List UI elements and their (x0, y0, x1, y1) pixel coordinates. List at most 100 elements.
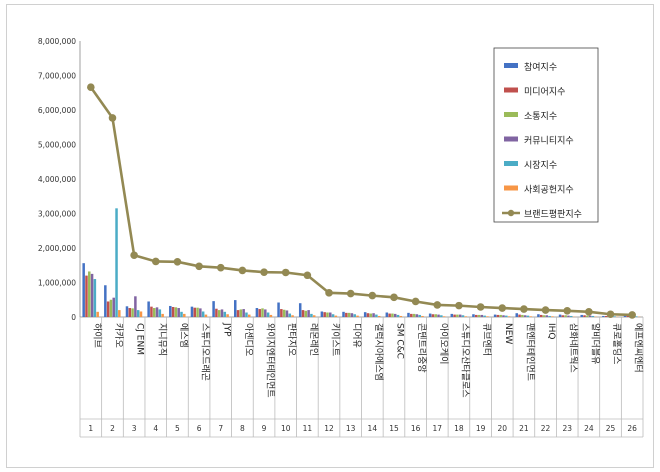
bar (626, 315, 630, 317)
bar (515, 313, 519, 317)
category-label: 아센디오 (243, 323, 254, 356)
bar (507, 316, 511, 317)
y-tick-label: 6,000,000 (38, 106, 76, 115)
category-label: 레몬레인 (308, 323, 319, 356)
bar (304, 310, 308, 317)
bar (199, 308, 202, 317)
brand-index-point (151, 257, 160, 266)
rank-label: 21 (519, 424, 529, 433)
y-tick-label: 2,000,000 (38, 244, 76, 253)
brand-index-point (411, 297, 420, 306)
brand-index-point (216, 263, 225, 272)
bar (285, 310, 289, 317)
bar (115, 208, 118, 317)
brand-index-point (455, 301, 463, 310)
bar (464, 316, 468, 317)
rank-label: 11 (303, 424, 313, 433)
bar (518, 314, 521, 317)
bar (558, 314, 562, 317)
brand-index-point (281, 268, 290, 277)
bar (134, 296, 137, 317)
category-label: 키이스트 (330, 323, 341, 356)
bar (499, 314, 502, 317)
bar (363, 312, 367, 317)
bar (586, 315, 589, 317)
brand-index-point (585, 308, 593, 316)
bar (548, 315, 551, 317)
bar (85, 275, 88, 317)
bar (245, 312, 248, 317)
rank-label: 13 (346, 424, 356, 433)
bar (223, 311, 227, 317)
bar (350, 313, 354, 317)
brand-index-point (108, 114, 117, 122)
bar (353, 314, 356, 317)
bar (196, 307, 199, 317)
bar (334, 315, 338, 317)
y-tick-label: 8,000,000 (38, 37, 76, 46)
rank-label: 24 (584, 424, 594, 433)
bar (385, 312, 389, 317)
rank-label: 22 (541, 424, 551, 433)
bar (266, 312, 270, 317)
bar (377, 315, 381, 317)
y-tick-label: 5,000,000 (38, 141, 76, 150)
category-label: 아이오케이 (438, 323, 449, 364)
brand-index-point (563, 306, 572, 315)
bar (326, 312, 329, 317)
legend-swatch (504, 136, 518, 142)
legend-box (493, 47, 599, 223)
bar (486, 316, 489, 317)
bar (180, 311, 183, 317)
bar (456, 314, 459, 317)
rank-label: 10 (281, 424, 291, 433)
bar (545, 315, 549, 317)
bar (158, 309, 162, 317)
category-label: 와이지엔터테인먼트 (265, 323, 277, 398)
rank-label: 2 (110, 424, 115, 433)
rank-label: 16 (411, 424, 421, 433)
category-label: 알비더블유 (589, 323, 600, 364)
category-label: 콘텐트리중앙 (416, 323, 428, 373)
bar (458, 314, 462, 317)
rank-label: 17 (433, 424, 443, 433)
bar (183, 313, 186, 317)
bar (312, 315, 316, 317)
brand-index-point (606, 310, 615, 319)
rank-label: 3 (132, 424, 137, 433)
brand-index-point (325, 289, 333, 297)
bar (539, 314, 543, 317)
brand-index-point (368, 291, 377, 300)
legend-swatch (504, 87, 518, 93)
bar (580, 314, 583, 317)
bar (307, 310, 310, 317)
bar (174, 307, 178, 317)
bar (248, 314, 251, 317)
legend-swatch (504, 185, 518, 191)
bar (588, 315, 592, 317)
bar (604, 315, 608, 317)
y-tick-label: 4,000,000 (38, 175, 76, 184)
category-label: 카카오 (113, 323, 124, 348)
bar (412, 313, 416, 317)
legend-label: 브랜드평판지수 (524, 209, 582, 220)
y-tick-label: 1,000,000 (38, 279, 76, 288)
rank-label: 23 (562, 424, 572, 433)
bar (264, 309, 267, 317)
bar (477, 314, 481, 317)
bar (96, 311, 99, 317)
rank-label: 5 (175, 424, 180, 433)
bar (234, 300, 237, 317)
bar (613, 316, 616, 317)
bar (128, 308, 132, 317)
bar (410, 313, 413, 317)
bar (450, 313, 454, 317)
rank-label: 4 (153, 424, 158, 433)
bar (372, 313, 375, 317)
bar (288, 313, 292, 317)
bar (282, 309, 286, 317)
bar (356, 315, 359, 317)
bar (437, 314, 440, 317)
bar (280, 309, 283, 317)
bar (523, 315, 527, 317)
